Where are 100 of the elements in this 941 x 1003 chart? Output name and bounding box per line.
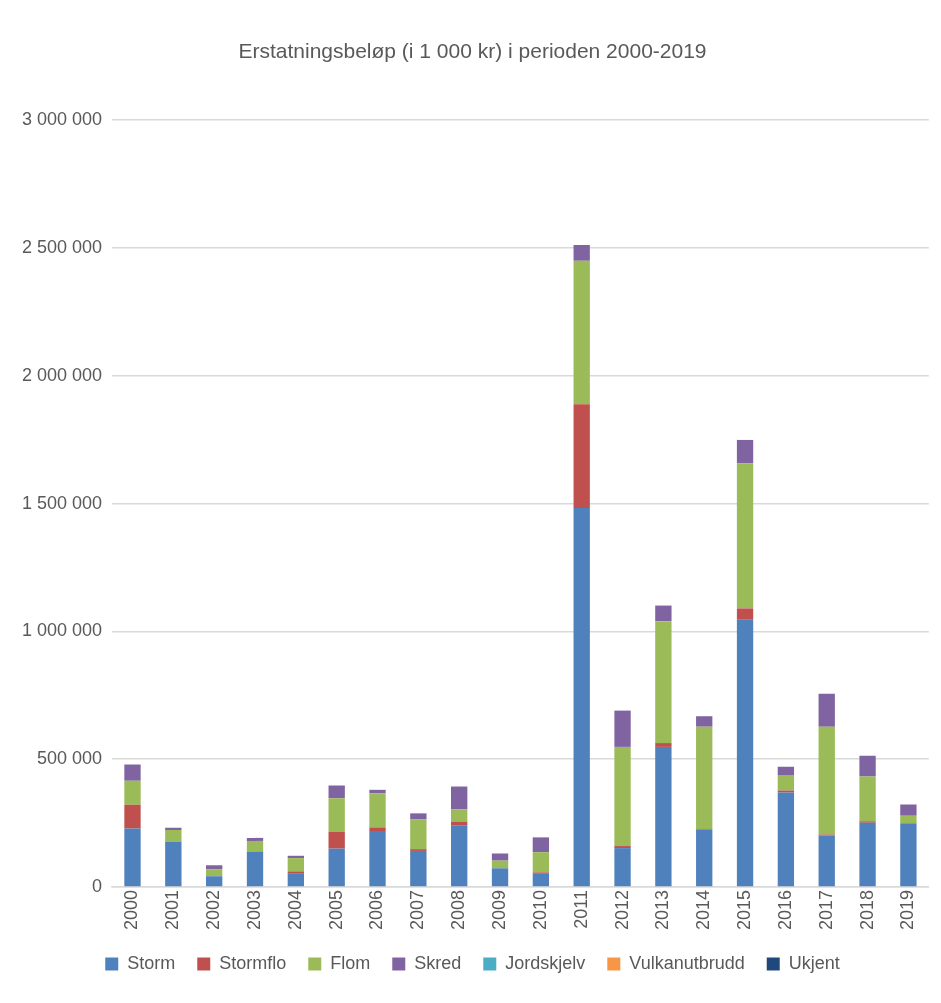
bar bbox=[900, 823, 917, 887]
bar bbox=[818, 693, 835, 727]
bar bbox=[451, 825, 468, 887]
bar bbox=[573, 404, 590, 508]
legend-label: Jordskjelv bbox=[505, 952, 586, 973]
bar bbox=[736, 619, 754, 887]
x-tick-label: 2011 bbox=[570, 889, 591, 929]
bar bbox=[777, 775, 795, 791]
bar bbox=[451, 786, 468, 810]
bar bbox=[124, 828, 141, 887]
x-tick-label: 2016 bbox=[774, 889, 795, 930]
x-tick-label: 2017 bbox=[815, 889, 836, 930]
bar bbox=[165, 841, 182, 887]
bar bbox=[777, 792, 795, 887]
bar bbox=[573, 260, 590, 405]
bar bbox=[369, 830, 386, 887]
x-tick-label: 2008 bbox=[448, 889, 469, 930]
bar bbox=[491, 868, 509, 887]
bar bbox=[655, 746, 672, 887]
bar bbox=[736, 439, 754, 464]
x-tick-label: 2010 bbox=[529, 889, 550, 930]
bar bbox=[206, 876, 223, 887]
y-tick-label: 500 000 bbox=[37, 748, 103, 769]
bar bbox=[369, 793, 386, 828]
bar bbox=[124, 764, 141, 781]
bar bbox=[900, 815, 917, 824]
bar bbox=[655, 621, 672, 744]
bar bbox=[328, 832, 345, 849]
bar bbox=[206, 869, 223, 877]
bar bbox=[900, 804, 917, 816]
bar bbox=[124, 780, 141, 805]
bar bbox=[451, 809, 468, 822]
bar bbox=[246, 837, 264, 841]
bar bbox=[532, 873, 550, 887]
bar bbox=[328, 798, 345, 833]
x-tick-label: 2018 bbox=[856, 889, 877, 930]
bar bbox=[614, 746, 631, 847]
x-tick-label: 2004 bbox=[284, 889, 305, 930]
bar bbox=[614, 848, 631, 887]
legend-label: Flom bbox=[330, 952, 371, 973]
y-tick-label: 3 000 000 bbox=[22, 109, 103, 130]
bar bbox=[736, 463, 754, 609]
bar bbox=[859, 776, 876, 822]
legend-label: Skred bbox=[414, 952, 462, 973]
bar bbox=[451, 821, 468, 826]
bar bbox=[655, 605, 672, 622]
x-tick-label: 2014 bbox=[693, 889, 714, 930]
y-tick-label: 0 bbox=[92, 875, 103, 896]
bar bbox=[532, 837, 550, 853]
bar bbox=[287, 858, 305, 872]
bar bbox=[206, 865, 223, 870]
bar bbox=[818, 726, 835, 835]
bar bbox=[328, 848, 345, 887]
legend-label: Vulkanutbrudd bbox=[629, 952, 745, 973]
bar bbox=[410, 850, 427, 887]
x-tick-label: 2000 bbox=[121, 889, 142, 930]
bar bbox=[736, 608, 754, 620]
bar bbox=[655, 743, 672, 747]
x-tick-label: 2007 bbox=[407, 889, 428, 930]
x-tick-label: 2015 bbox=[734, 889, 755, 930]
bar bbox=[165, 829, 182, 842]
bar bbox=[491, 853, 509, 861]
bar bbox=[614, 710, 631, 747]
bar bbox=[246, 840, 264, 852]
x-tick-label: 2019 bbox=[897, 889, 918, 930]
legend-label: Stormflo bbox=[219, 952, 287, 973]
y-tick-label: 2 500 000 bbox=[22, 236, 103, 257]
x-tick-label: 2013 bbox=[652, 889, 673, 930]
bar bbox=[818, 835, 835, 887]
bar bbox=[410, 813, 427, 820]
x-tick-label: 2001 bbox=[162, 889, 183, 930]
bar bbox=[369, 827, 386, 831]
bar bbox=[328, 785, 345, 799]
x-tick-label: 2006 bbox=[366, 889, 387, 930]
y-tick-label: 1 500 000 bbox=[22, 492, 103, 513]
bar bbox=[573, 244, 590, 261]
x-tick-label: 2005 bbox=[325, 889, 346, 930]
x-tick-label: 2012 bbox=[611, 889, 632, 930]
bar bbox=[859, 822, 876, 887]
bar bbox=[696, 829, 713, 887]
chart-title: Erstatningsbeløp (i 1 000 kr) i perioden 2000-2019 bbox=[238, 39, 707, 63]
x-tick-label: 2002 bbox=[203, 889, 224, 930]
legend-label: Storm bbox=[127, 952, 176, 973]
bar bbox=[696, 726, 713, 829]
bar bbox=[573, 507, 590, 887]
x-tick-label: 2009 bbox=[489, 889, 509, 930]
bar bbox=[410, 819, 427, 850]
bar bbox=[696, 716, 713, 727]
y-tick-label: 1 000 000 bbox=[22, 620, 103, 641]
bar bbox=[287, 873, 305, 887]
bar bbox=[532, 852, 550, 873]
bar bbox=[614, 846, 631, 849]
bar bbox=[246, 851, 264, 887]
y-tick-label: 2 000 000 bbox=[22, 364, 103, 385]
x-tick-label: 2003 bbox=[243, 889, 264, 930]
bar bbox=[124, 804, 141, 829]
bar bbox=[859, 755, 876, 777]
bar bbox=[491, 860, 509, 869]
legend-label: Ukjent bbox=[788, 952, 840, 973]
bar bbox=[777, 766, 795, 776]
